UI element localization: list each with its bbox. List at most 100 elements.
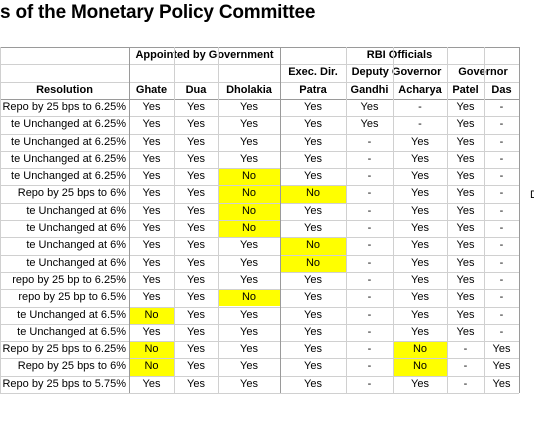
- vote-cell: Yes: [142, 325, 161, 338]
- vote-cell: Yes: [240, 118, 258, 131]
- resolution-cell: Repo by 25 bps to 6.25%: [2, 343, 126, 356]
- vote-cell: Yes: [304, 343, 322, 356]
- vote-cell: Yes: [456, 118, 475, 131]
- vote-cell: -: [367, 273, 372, 286]
- vote-cell: Yes: [142, 204, 161, 217]
- vote-cell: -: [367, 222, 372, 234]
- grid-line: [0, 116, 519, 118]
- vote-cell: -: [367, 377, 372, 390]
- grid-line: [0, 393, 519, 394]
- grid-line: [0, 220, 519, 221]
- vote-cell: Yes: [304, 325, 322, 338]
- vote-cell: No: [218, 185, 280, 203]
- resolution-cell: te Unchanged at 6.5%: [17, 325, 126, 338]
- grid-line: [346, 47, 347, 393]
- vote-cell: Yes: [304, 273, 322, 286]
- resolution-cell: repo by 25 bp to 6.5%: [18, 291, 126, 304]
- grid-line: [0, 98, 519, 100]
- vote-cell: Yes: [187, 152, 205, 165]
- vote-cell: Yes: [492, 360, 511, 373]
- vote-cell: Yes: [456, 308, 475, 321]
- vote-cell: Yes: [411, 239, 429, 252]
- subgroup-deputy-governor: Deputy Governor: [351, 66, 442, 79]
- page-title: s of the Monetary Policy Committee: [0, 2, 316, 23]
- grid-line: [0, 47, 519, 48]
- resolution-cell: te Unchanged at 6.25%: [11, 118, 126, 131]
- grid-line: [218, 47, 219, 393]
- vote-cell: -: [463, 343, 468, 356]
- resolution-cell: Repo by 25 bps to 5.75%: [2, 377, 126, 390]
- vote-cell: Yes: [240, 273, 258, 286]
- group-header-rbi: RBI Officials: [366, 49, 433, 61]
- vote-cell: -: [499, 204, 504, 217]
- column-header-dholakia: Dholakia: [226, 83, 272, 96]
- grid-line: [0, 168, 519, 170]
- grid-line: [0, 185, 519, 187]
- grid-line: [0, 150, 519, 152]
- vote-cell: Yes: [187, 118, 205, 131]
- vote-cell: Yes: [142, 239, 161, 252]
- vote-cell: -: [463, 377, 468, 390]
- vote-cell: Yes: [456, 222, 475, 234]
- column-header-resolution: Resolution: [36, 83, 93, 96]
- vote-cell: Yes: [411, 308, 429, 321]
- vote-cell: Yes: [187, 273, 205, 286]
- vote-cell: Yes: [142, 377, 161, 390]
- resolution-cell: te Unchanged at 6%: [26, 256, 126, 269]
- vote-cell: -: [499, 118, 504, 131]
- vote-cell: Yes: [240, 256, 258, 269]
- vote-cell: -: [367, 170, 372, 183]
- vote-cell: Yes: [187, 343, 205, 356]
- resolution-cell: te Unchanged at 6.25%: [11, 135, 126, 148]
- clipped-column-text: D: [530, 189, 534, 201]
- vote-cell: Yes: [142, 222, 161, 234]
- vote-cell: Yes: [142, 152, 161, 165]
- vote-cell: Yes: [142, 100, 161, 113]
- vote-cell: -: [367, 256, 372, 269]
- vote-cell: Yes: [187, 325, 205, 338]
- grid-line: [0, 271, 519, 273]
- vote-cell: Yes: [456, 204, 475, 217]
- resolution-cell: te Unchanged at 6%: [26, 222, 126, 234]
- vote-cell: Yes: [142, 170, 161, 183]
- vote-cell: Yes: [187, 135, 205, 148]
- vote-cell: Yes: [304, 360, 322, 373]
- resolution-cell: Repo by 25 bps to 6%: [17, 360, 126, 373]
- vote-cell: Yes: [142, 135, 161, 148]
- vote-cell: -: [499, 308, 504, 321]
- vote-cell: No: [218, 220, 280, 238]
- vote-cell: -: [367, 360, 372, 373]
- column-header-dua: Dua: [185, 83, 207, 96]
- vote-cell: -: [418, 118, 422, 131]
- vote-cell: Yes: [304, 308, 322, 321]
- resolution-cell: te Unchanged at 6.25%: [11, 152, 126, 165]
- vote-cell: -: [463, 360, 468, 373]
- vote-cell: -: [367, 152, 372, 165]
- grid-line: [0, 133, 519, 135]
- vote-cell: Yes: [304, 377, 322, 390]
- vote-cell: Yes: [411, 204, 429, 217]
- vote-cell: -: [499, 222, 504, 234]
- vote-cell: Yes: [304, 118, 322, 131]
- resolution-cell: te Unchanged at 6%: [26, 239, 126, 252]
- vote-cell: Yes: [456, 256, 475, 269]
- vote-cell: Yes: [411, 135, 429, 148]
- column-header-gandhi: Gandhi: [350, 83, 389, 96]
- vote-cell: Yes: [142, 291, 161, 304]
- vote-cell: Yes: [304, 135, 322, 148]
- vote-cell: Yes: [240, 152, 258, 165]
- vote-cell: No: [218, 168, 280, 186]
- vote-cell: Yes: [456, 239, 475, 252]
- vote-cell: Yes: [304, 100, 322, 113]
- vote-cell: Yes: [187, 222, 205, 234]
- vote-cell: Yes: [142, 273, 161, 286]
- grid-line: [0, 47, 1, 393]
- vote-cell: Yes: [411, 256, 429, 269]
- vote-cell: -: [367, 204, 372, 217]
- vote-cell: Yes: [187, 239, 205, 252]
- grid-line: [0, 81, 519, 83]
- vote-cell: Yes: [187, 170, 205, 183]
- vote-cell: Yes: [360, 118, 379, 131]
- vote-cell: Yes: [456, 291, 475, 304]
- vote-cell: Yes: [187, 308, 205, 321]
